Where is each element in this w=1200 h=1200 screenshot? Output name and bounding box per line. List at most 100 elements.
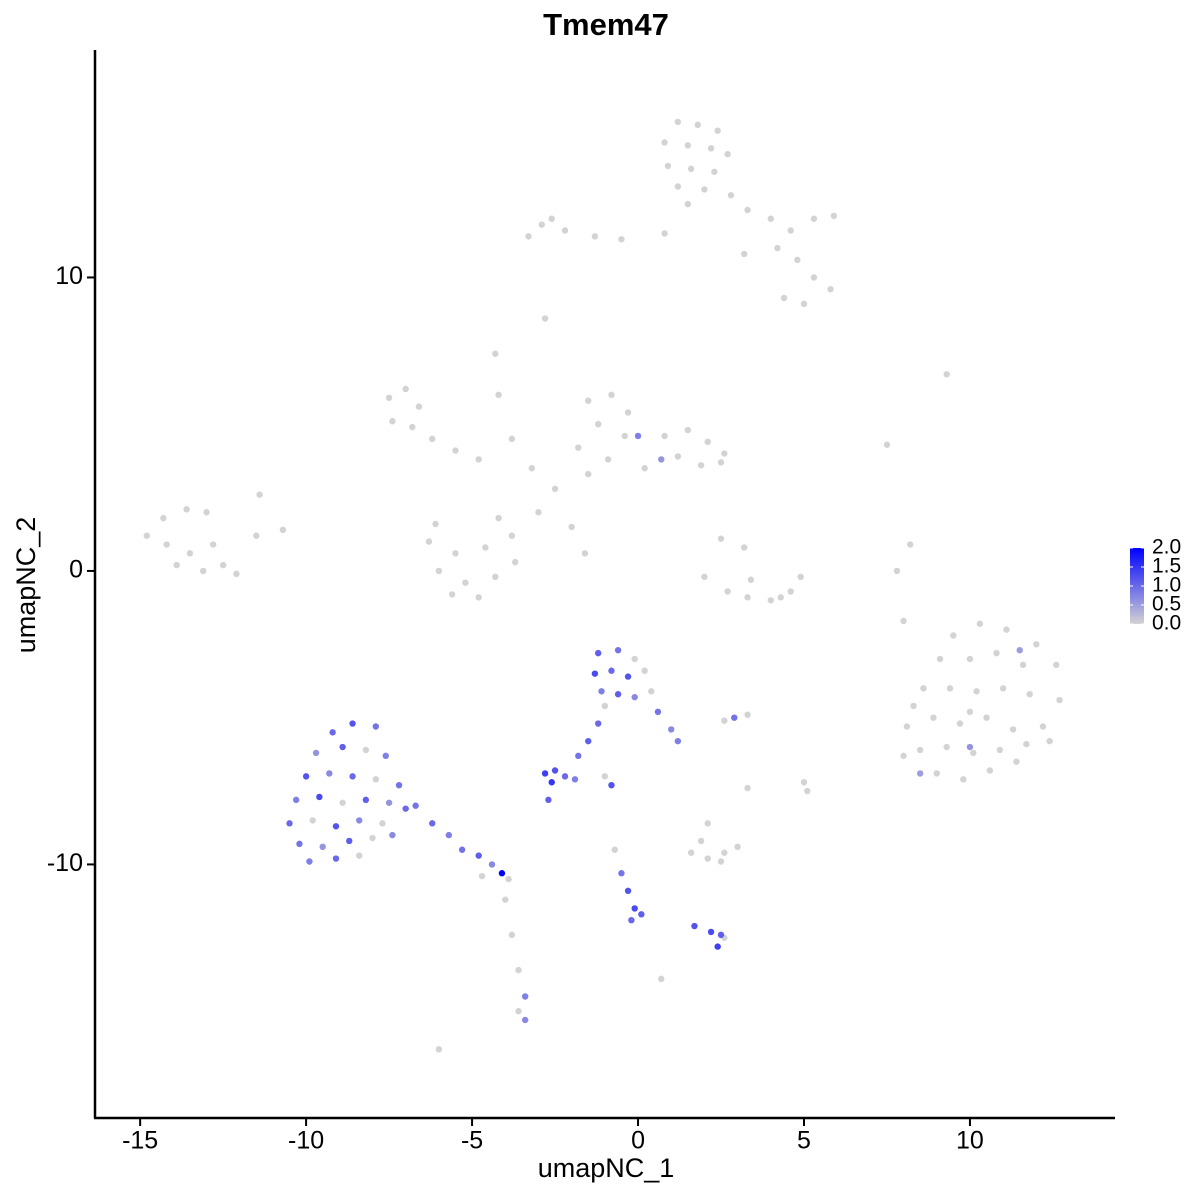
y-tick-label: -10 bbox=[47, 849, 83, 877]
cell-point bbox=[618, 870, 625, 877]
colorbar bbox=[1130, 548, 1144, 624]
y-axis-label: umapNC_2 bbox=[11, 517, 41, 654]
cell-point bbox=[717, 535, 725, 542]
cell-point bbox=[724, 588, 731, 595]
cell-point bbox=[794, 256, 801, 264]
cell-point bbox=[508, 931, 516, 939]
cell-point bbox=[731, 714, 738, 721]
cell-point bbox=[701, 573, 708, 581]
cell-point bbox=[435, 1046, 443, 1053]
cell-point bbox=[568, 523, 575, 531]
y-tick-label: 10 bbox=[55, 262, 83, 290]
cell-point bbox=[389, 418, 396, 425]
cell-point bbox=[1009, 726, 1017, 733]
cell-point bbox=[721, 450, 728, 457]
cell-point bbox=[628, 916, 635, 924]
cell-point bbox=[515, 966, 522, 974]
cell-point bbox=[309, 817, 316, 824]
cell-point bbox=[827, 285, 834, 293]
cell-point bbox=[767, 597, 774, 604]
cell-point bbox=[1046, 737, 1053, 745]
cell-point bbox=[475, 456, 482, 463]
cell-point bbox=[661, 432, 668, 440]
cell-point bbox=[505, 875, 512, 883]
cell-point bbox=[797, 573, 804, 581]
cell-point bbox=[664, 162, 672, 170]
cell-point bbox=[425, 538, 433, 545]
cell-point bbox=[618, 236, 625, 243]
cell-point bbox=[402, 385, 409, 393]
cell-point bbox=[369, 834, 376, 842]
cell-point bbox=[551, 767, 559, 774]
cell-point bbox=[296, 840, 303, 848]
cell-point bbox=[508, 532, 516, 539]
cell-point bbox=[900, 752, 907, 760]
cell-point bbox=[950, 632, 957, 639]
cell-point bbox=[601, 773, 609, 780]
cell-point bbox=[594, 649, 602, 657]
cell-point bbox=[332, 855, 340, 862]
cell-point bbox=[326, 770, 333, 777]
cell-point bbox=[714, 127, 721, 134]
cell-point bbox=[697, 462, 705, 469]
cell-point bbox=[1053, 661, 1060, 669]
cell-point bbox=[200, 567, 207, 575]
cell-point bbox=[279, 526, 287, 534]
colorbar-label: 2.0 bbox=[1152, 536, 1181, 559]
cell-point bbox=[538, 221, 545, 228]
cell-point bbox=[512, 558, 519, 566]
cell-point bbox=[541, 770, 549, 777]
cell-point bbox=[379, 820, 386, 827]
cell-point bbox=[800, 779, 808, 786]
x-tick-label: -5 bbox=[461, 1127, 483, 1155]
cell-point bbox=[495, 514, 502, 522]
cell-point bbox=[916, 746, 924, 754]
cell-point bbox=[614, 646, 622, 654]
cell-point bbox=[591, 233, 599, 240]
cell-point bbox=[452, 550, 459, 557]
cell-point bbox=[631, 655, 638, 663]
cell-point bbox=[548, 779, 555, 786]
cell-point bbox=[601, 702, 609, 710]
cell-point bbox=[575, 752, 582, 760]
cell-point bbox=[412, 802, 419, 809]
cell-point bbox=[707, 145, 715, 152]
cell-point bbox=[356, 817, 363, 824]
cell-point bbox=[638, 911, 645, 918]
cell-point bbox=[608, 391, 615, 399]
cell-point bbox=[697, 837, 705, 845]
cell-point bbox=[960, 776, 967, 783]
cell-point bbox=[704, 820, 711, 827]
cell-point bbox=[312, 749, 320, 757]
cell-point bbox=[256, 491, 263, 498]
cell-point bbox=[916, 770, 924, 777]
cell-point bbox=[548, 215, 555, 222]
cell-point bbox=[475, 594, 482, 601]
cell-point bbox=[717, 459, 725, 466]
cell-point bbox=[591, 670, 599, 677]
cell-point bbox=[631, 693, 638, 701]
cell-point bbox=[747, 576, 755, 583]
cell-point bbox=[475, 852, 482, 859]
points bbox=[143, 118, 1063, 1053]
cell-point bbox=[624, 673, 632, 680]
cell-point bbox=[744, 784, 751, 792]
cell-point bbox=[409, 423, 416, 431]
cell-point bbox=[727, 192, 735, 199]
cell-point bbox=[704, 438, 711, 446]
cell-point bbox=[349, 773, 356, 780]
cell-point bbox=[219, 561, 227, 569]
cell-point bbox=[429, 435, 436, 443]
cell-point bbox=[787, 588, 794, 595]
cell-point bbox=[594, 420, 602, 428]
cell-point bbox=[983, 714, 990, 721]
x-tick-label: 0 bbox=[631, 1127, 645, 1155]
cell-point bbox=[362, 746, 370, 754]
cell-point bbox=[209, 541, 217, 548]
cell-point bbox=[362, 796, 370, 804]
cell-point bbox=[970, 749, 977, 757]
cell-point bbox=[661, 139, 668, 146]
cell-point bbox=[143, 532, 150, 539]
cell-point bbox=[701, 186, 708, 193]
cell-point bbox=[943, 371, 950, 378]
